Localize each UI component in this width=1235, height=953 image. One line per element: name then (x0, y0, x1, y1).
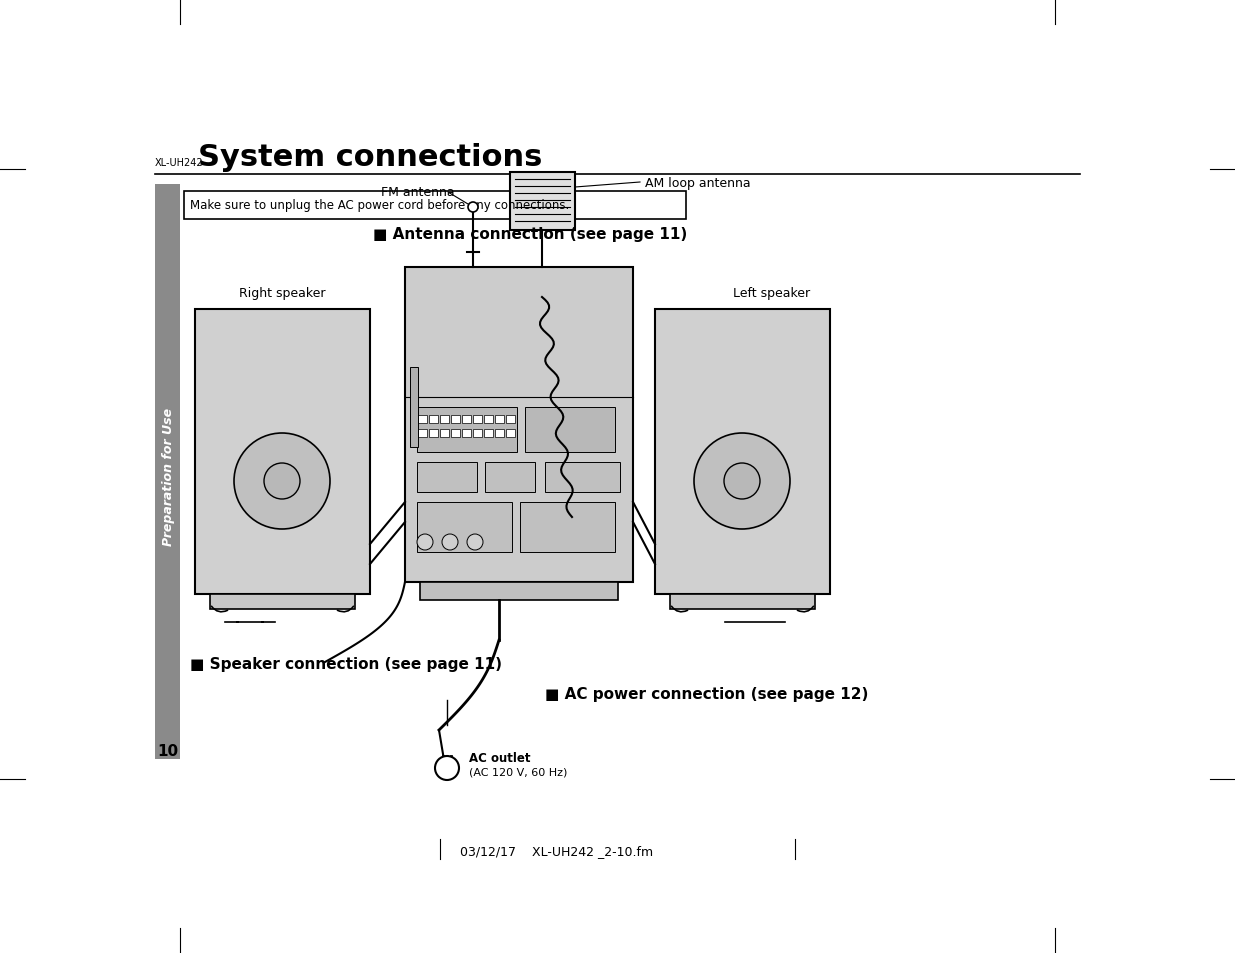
Text: Right speaker: Right speaker (238, 287, 325, 299)
Bar (156, 185, 180, 760)
Bar (506, 430, 515, 437)
Bar (451, 430, 459, 437)
Text: System connections: System connections (198, 143, 542, 172)
Bar (195, 310, 370, 595)
Bar (510, 172, 576, 231)
Text: (AC 120 V, 60 Hz): (AC 120 V, 60 Hz) (469, 767, 567, 778)
Circle shape (724, 463, 760, 499)
Bar (420, 582, 618, 600)
Bar (473, 416, 482, 423)
Circle shape (468, 203, 478, 213)
Text: ■ AC power connection (see page 12): ■ AC power connection (see page 12) (545, 687, 868, 701)
Bar (417, 502, 513, 553)
Bar (405, 268, 634, 582)
Bar (525, 408, 615, 453)
Text: 03/12/17    XL-UH242 _2-10.fm: 03/12/17 XL-UH242 _2-10.fm (459, 844, 653, 858)
Bar (417, 408, 517, 453)
Bar (473, 430, 482, 437)
Circle shape (264, 463, 300, 499)
Bar (429, 416, 438, 423)
Bar (485, 462, 535, 493)
Bar (429, 430, 438, 437)
Bar (462, 430, 471, 437)
Text: ■ Speaker connection (see page 11): ■ Speaker connection (see page 11) (190, 657, 501, 672)
Bar (671, 595, 815, 609)
Text: XL-UH242: XL-UH242 (156, 158, 204, 168)
Circle shape (417, 535, 433, 551)
Bar (184, 192, 685, 220)
Text: Preparation for Use: Preparation for Use (162, 408, 174, 545)
Bar (495, 430, 504, 437)
Bar (417, 430, 427, 437)
Bar (410, 368, 417, 448)
Bar (440, 416, 450, 423)
Text: AC outlet: AC outlet (469, 752, 531, 764)
Circle shape (233, 434, 330, 530)
Circle shape (467, 535, 483, 551)
Bar (417, 416, 427, 423)
Text: Make sure to unplug the AC power cord before any connections.: Make sure to unplug the AC power cord be… (190, 199, 569, 213)
Bar (451, 416, 459, 423)
Bar (210, 595, 354, 609)
Bar (495, 416, 504, 423)
Bar (484, 430, 493, 437)
Bar (520, 502, 615, 553)
Bar (440, 430, 450, 437)
Text: 10: 10 (157, 743, 178, 759)
Text: FM antenna: FM antenna (382, 186, 454, 199)
Bar (417, 462, 477, 493)
Text: AM loop antenna: AM loop antenna (645, 176, 751, 190)
Text: Left speaker: Left speaker (734, 287, 810, 299)
Circle shape (694, 434, 790, 530)
Bar (655, 310, 830, 595)
Bar (506, 416, 515, 423)
Circle shape (442, 535, 458, 551)
Text: ■ Antenna connection (see page 11): ■ Antenna connection (see page 11) (373, 227, 687, 242)
Bar (484, 416, 493, 423)
Bar (462, 416, 471, 423)
Bar (545, 462, 620, 493)
Circle shape (435, 757, 459, 781)
